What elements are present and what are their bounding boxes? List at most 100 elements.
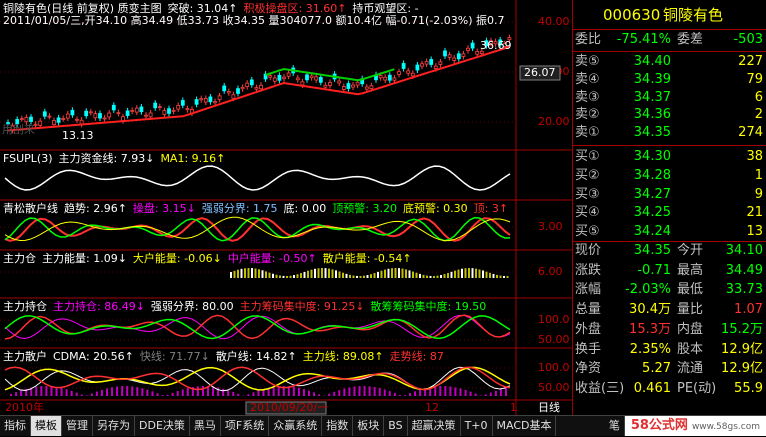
- date-label: 2010/09/20/一: [250, 401, 328, 414]
- cdma-bar: [298, 388, 300, 396]
- candle: [283, 77, 286, 79]
- candle: [287, 73, 290, 76]
- cdma-bar: [146, 390, 148, 396]
- cdma-bar: [182, 389, 184, 396]
- tab[interactable]: 模板: [31, 416, 62, 436]
- volume: 274: [738, 124, 763, 142]
- candle: [407, 71, 410, 73]
- cdma-bar: [61, 388, 63, 396]
- energy-bar: [472, 268, 474, 278]
- tab[interactable]: 板块: [353, 416, 384, 436]
- stock-name: 铜陵有色: [663, 6, 723, 24]
- tab[interactable]: 指数: [322, 416, 353, 436]
- cdma-bar: [465, 390, 467, 396]
- cdma-bar: [495, 391, 497, 396]
- cdma-bar: [475, 394, 477, 396]
- title-segment: CDMA: 20.56↑: [53, 350, 134, 363]
- candle: [457, 54, 460, 59]
- value: 2.35%: [630, 341, 671, 359]
- candle: [131, 110, 134, 111]
- candle: [471, 43, 474, 48]
- candle: [126, 111, 129, 116]
- energy-bar: [381, 271, 383, 278]
- energy-bar: [314, 269, 316, 278]
- candle: [158, 107, 161, 108]
- tab[interactable]: 指标: [0, 416, 31, 436]
- cdma-bar: [50, 386, 52, 396]
- date-label: 2010年: [5, 400, 44, 414]
- energy-bar: [409, 270, 411, 278]
- tab[interactable]: 笔: [605, 416, 625, 436]
- label: 涨跌: [575, 262, 601, 280]
- cdma-bar: [273, 387, 275, 396]
- value: 55.9: [734, 380, 763, 398]
- energy-bar: [328, 269, 330, 278]
- tab[interactable]: 项F系统: [221, 416, 269, 436]
- title-segment: 主力持仓: [3, 299, 47, 313]
- tab[interactable]: BS: [384, 416, 407, 436]
- candle: [39, 121, 42, 125]
- energy-bar: [398, 268, 400, 278]
- candle: [103, 118, 106, 119]
- candle: [315, 77, 318, 80]
- candle: [329, 82, 332, 85]
- tab[interactable]: 另存为: [93, 416, 135, 436]
- candle: [186, 109, 189, 110]
- tab[interactable]: 管理: [62, 416, 93, 436]
- energy-bar: [244, 268, 246, 278]
- candle: [250, 80, 253, 85]
- title-segment: 主力能量: 1.09↓: [42, 251, 127, 265]
- label: PE(动): [677, 380, 716, 398]
- energy-bar: [325, 268, 327, 278]
- value: 15.3万: [629, 321, 671, 339]
- label: 买④: [575, 204, 600, 222]
- title-segment: 强弱分界: 80.00: [151, 300, 234, 313]
- label: 卖④: [575, 71, 600, 89]
- cdma-bar: [40, 386, 42, 396]
- energy-bar: [465, 268, 467, 278]
- indicator-line: [5, 316, 510, 339]
- energy-bar: [335, 270, 337, 278]
- cdma-bar: [172, 393, 174, 396]
- panel-title: 铜陵有色(日线 前复权) 质变主图突破: 31.04↑积极操盘区: 31.60↑…: [3, 1, 419, 15]
- tab[interactable]: T+0: [461, 416, 493, 436]
- candle: [402, 63, 405, 68]
- label: 股本: [677, 341, 703, 359]
- cdma-bar: [15, 392, 17, 396]
- candle: [384, 77, 387, 80]
- cdma-bar: [333, 392, 335, 396]
- energy-bar: [458, 270, 460, 278]
- candle: [71, 110, 74, 115]
- cdma-bar: [66, 389, 68, 396]
- title-segment: 中户能量: -0.50↑: [228, 251, 317, 265]
- energy-bar: [255, 269, 257, 278]
- label: 最低: [677, 281, 703, 299]
- candle: [467, 48, 470, 50]
- tab[interactable]: MACD基本: [493, 416, 557, 436]
- candle: [89, 112, 92, 113]
- energy-bar: [367, 275, 369, 278]
- energy-bar: [353, 276, 355, 278]
- cdma-bar: [45, 386, 47, 396]
- tab[interactable]: DDE决策: [135, 416, 190, 436]
- energy-bar: [377, 272, 379, 278]
- axis-label: 6.00: [538, 265, 563, 278]
- tab[interactable]: 黑马: [190, 416, 221, 436]
- cdma-bar: [343, 389, 345, 396]
- energy-bar: [346, 274, 348, 278]
- candle: [223, 86, 226, 91]
- tab[interactable]: 众赢系统: [269, 416, 322, 436]
- candle: [453, 58, 456, 60]
- cdma-bar: [470, 392, 472, 396]
- last-mark: 26.07: [524, 66, 556, 79]
- cdma-bar: [101, 390, 103, 396]
- tab[interactable]: 超赢决策: [408, 416, 461, 436]
- energy-bar: [433, 276, 435, 278]
- cdma-bar: [454, 387, 456, 396]
- value: 33.73: [726, 281, 763, 299]
- energy-bar: [342, 273, 344, 278]
